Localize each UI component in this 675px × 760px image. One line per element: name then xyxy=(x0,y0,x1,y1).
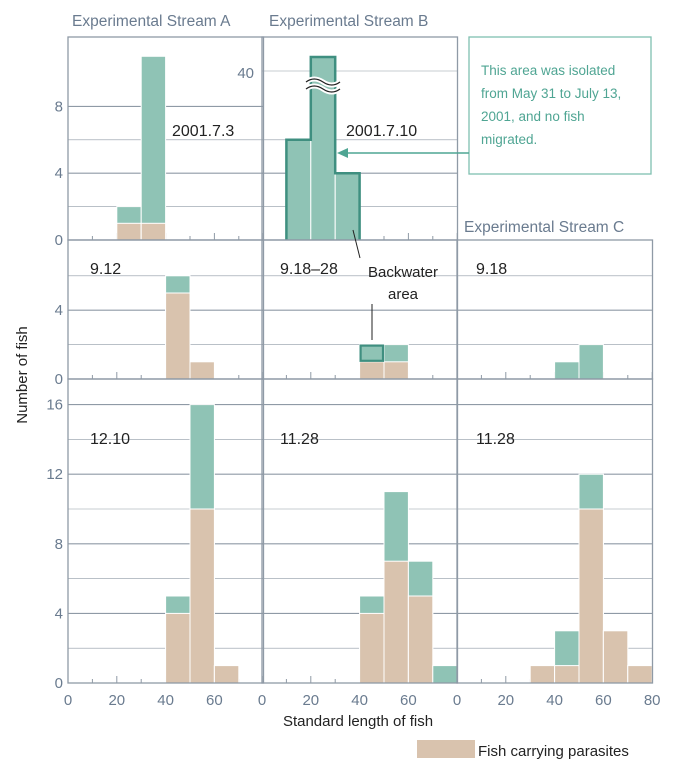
note-line-4: migrated. xyxy=(481,132,537,147)
backwater-label-line2: area xyxy=(388,286,419,303)
x-tick-label-col0-0: 0 xyxy=(64,692,72,709)
x-tick-label-col0-40: 40 xyxy=(157,692,174,709)
bar-total-b1-2 xyxy=(334,172,361,241)
backwater-leader-top xyxy=(352,229,361,259)
bar-total-b3-3 xyxy=(432,665,458,684)
y-tick-label-a1-0: 0 xyxy=(55,232,63,249)
note-line-3: 2001, and no fish xyxy=(481,109,585,124)
backwater-annotation: Backwater area xyxy=(352,229,438,340)
note-arrow-head xyxy=(337,148,348,158)
x-tick-label-col1-40: 40 xyxy=(351,692,368,709)
bar-parasite-c3-0 xyxy=(529,665,556,684)
date-label-b3: 11.28 xyxy=(280,431,319,448)
backwater-highlight-box xyxy=(359,344,385,362)
bar-parasite-c3-4 xyxy=(627,665,653,684)
date-label-a3: 12.10 xyxy=(90,431,130,448)
backwater-label-line1: Backwater xyxy=(368,264,438,281)
y-tick-label-a3-0: 0 xyxy=(55,675,63,692)
bar-total-b1-0 xyxy=(285,139,312,241)
y-tick-label-b1-40: 40 xyxy=(237,65,254,82)
date-label-b1: 2001.7.10 xyxy=(346,123,417,140)
bars-layer xyxy=(116,55,653,684)
date-label-a1: 2001.7.3 xyxy=(172,123,234,140)
legend-swatch xyxy=(417,740,475,758)
note-line-2: from May 31 to July 13, xyxy=(481,86,621,101)
x-tick-label-col2-60: 60 xyxy=(595,692,612,709)
date-label-a2: 9.12 xyxy=(90,261,121,278)
date-label-c3: 11.28 xyxy=(476,431,515,448)
x-tick-label-col2-20: 20 xyxy=(497,692,514,709)
bar-total-a1-1 xyxy=(140,55,167,241)
y-tick-label-a2-4: 4 xyxy=(55,302,63,319)
text-layer: 2001.7.3 2001.7.10 9.12 9.18‒28 9.18 12.10 11.… xyxy=(46,65,660,709)
isolation-note: This area was isolated from May 31 to Ju… xyxy=(337,36,652,175)
x-tick-label-col0-20: 20 xyxy=(108,692,125,709)
y-tick-label-a1-4: 4 xyxy=(55,165,63,182)
x-tick-label-col2-0: 0 xyxy=(453,692,461,709)
x-tick-label-col1-60: 60 xyxy=(400,692,417,709)
y-tick-label-a3-4: 4 xyxy=(55,605,63,622)
bar-parasite-a2-1 xyxy=(189,361,215,380)
x-tick-label-col0-60: 60 xyxy=(206,692,223,709)
bar-parasite-b2-1 xyxy=(383,361,409,380)
y-tick-label-a3-8: 8 xyxy=(55,536,63,553)
x-axis-label: Standard length of fish xyxy=(283,713,433,730)
x-tick-label-col1-0: 0 xyxy=(258,692,266,709)
panel-frame-a3 xyxy=(67,378,265,684)
legend: Fish carrying parasites xyxy=(417,740,629,760)
stream-c-header: Experimental Stream C xyxy=(464,219,624,236)
bar-parasite-b3-0 xyxy=(359,612,385,684)
y-axis-label: Number of fish xyxy=(14,326,31,424)
legend-label: Fish carrying parasites xyxy=(478,743,629,760)
bar-parasite-a1-0 xyxy=(116,222,142,241)
bar-parasite-a3-0 xyxy=(165,612,191,684)
x-tick-label-col2-80: 80 xyxy=(644,692,661,709)
bar-parasite-c3-2 xyxy=(578,508,604,684)
stream-b-header: Experimental Stream B xyxy=(269,13,428,30)
bar-parasite-b2-0 xyxy=(359,361,385,380)
x-tick-label-col1-20: 20 xyxy=(302,692,319,709)
stream-a-header: Experimental Stream A xyxy=(72,13,231,30)
bar-parasite-b3-2 xyxy=(407,595,434,684)
bar-parasite-a1-1 xyxy=(140,222,167,241)
axis-break-mark-0 xyxy=(305,78,341,86)
bar-parasite-a2-0 xyxy=(165,292,191,380)
y-tick-label-a2-0: 0 xyxy=(55,371,63,388)
bar-parasite-c3-3 xyxy=(602,630,629,684)
bar-total-c2-1 xyxy=(578,344,604,380)
isolated-area-outline xyxy=(285,55,361,240)
axis-break-mark-1 xyxy=(305,85,341,93)
bar-total-c2-0 xyxy=(554,361,580,380)
y-tick-label-a3-12: 12 xyxy=(46,466,63,483)
x-tick-label-col2-40: 40 xyxy=(546,692,563,709)
note-box xyxy=(468,36,652,175)
note-line-1: This area was isolated xyxy=(481,63,615,78)
bar-parasite-a3-2 xyxy=(213,665,240,684)
bar-parasite-a3-1 xyxy=(189,508,215,684)
bar-parasite-b3-1 xyxy=(383,560,409,684)
y-tick-label-a1-8: 8 xyxy=(55,98,63,115)
date-label-c2: 9.18 xyxy=(476,261,507,278)
frames-layer xyxy=(67,36,654,684)
y-tick-label-a3-16: 16 xyxy=(46,397,63,414)
bar-parasite-c3-1 xyxy=(554,665,580,684)
panel-frame-c3 xyxy=(456,378,654,684)
date-label-b2: 9.18‒28 xyxy=(280,261,338,278)
